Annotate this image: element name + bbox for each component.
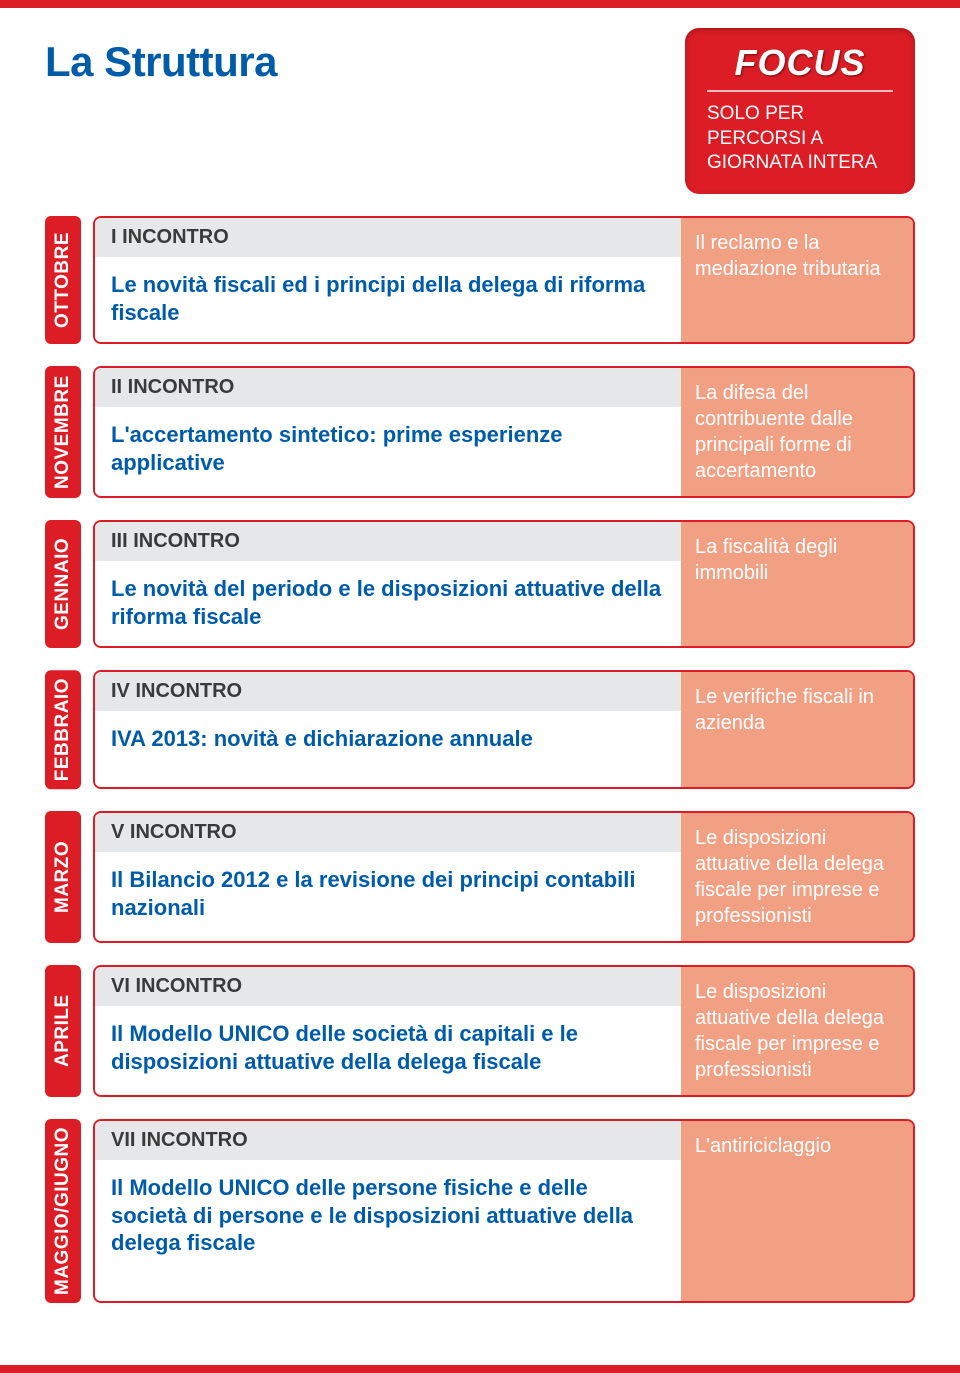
month-tab: MARZO	[45, 811, 81, 943]
focus-subtitle: SOLO PER PERCORSI A GIORNATA INTERA	[707, 102, 893, 176]
incontro-main: I INCONTROLe novità fiscali ed i princip…	[95, 218, 681, 342]
page-container: La Struttura FOCUS SOLO PER PERCORSI A G…	[0, 0, 960, 1373]
focus-cell: La fiscalità degli immobili	[681, 522, 913, 646]
incontro-topic: Le novità fiscali ed i principi della de…	[95, 257, 681, 342]
month-tab: OTTOBRE	[45, 216, 81, 344]
schedule-row: FEBBRAIO IV INCONTROIVA 2013: novità e di…	[45, 670, 915, 789]
schedule-row: OTTOBRE I INCONTROLe novità fiscali ed i …	[45, 216, 915, 344]
incontro-number: I INCONTRO	[95, 218, 681, 257]
incontro-topic: IVA 2013: novità e dichiarazione annuale	[95, 711, 681, 769]
focus-cell: La difesa del contribuente dalle princip…	[681, 368, 913, 496]
focus-cell: Il reclamo e la mediazione tributaria	[681, 218, 913, 342]
incontro-number: II INCONTRO	[95, 368, 681, 407]
month-tab: APRILE	[45, 965, 81, 1097]
incontro-main: III INCONTROLe novità del periodo e le d…	[95, 522, 681, 646]
schedule-row: NOVEMBRE II INCONTROL'accertamento sintet…	[45, 366, 915, 498]
incontro-main: VII INCONTROIl Modello UNICO delle perso…	[95, 1121, 681, 1301]
month-tab: MAGGIO/GIUGNO	[45, 1119, 81, 1303]
focus-heading: FOCUS	[707, 42, 893, 92]
schedule-row: MARZO V INCONTROIl Bilancio 2012 e la rev…	[45, 811, 915, 943]
month-tab: FEBBRAIO	[45, 670, 81, 789]
incontro-main: V INCONTROIl Bilancio 2012 e la revision…	[95, 813, 681, 941]
incontro-box: III INCONTROLe novità del periodo e le d…	[93, 520, 915, 648]
incontro-box: VI INCONTROIl Modello UNICO delle societ…	[93, 965, 915, 1097]
incontro-number: VII INCONTRO	[95, 1121, 681, 1160]
incontro-main: VI INCONTROIl Modello UNICO delle societ…	[95, 967, 681, 1095]
focus-cell: Le disposizioni attuative della delega f…	[681, 813, 913, 941]
incontro-box: I INCONTROLe novità fiscali ed i princip…	[93, 216, 915, 344]
incontro-main: II INCONTROL'accertamento sintetico: pri…	[95, 368, 681, 496]
incontro-box: II INCONTROL'accertamento sintetico: pri…	[93, 366, 915, 498]
page-title: La Struttura	[45, 38, 277, 86]
incontro-number: IV INCONTRO	[95, 672, 681, 711]
incontro-number: VI INCONTRO	[95, 967, 681, 1006]
schedule-rows: OTTOBRE I INCONTROLe novità fiscali ed i …	[45, 216, 915, 1303]
schedule-row: MAGGIO/GIUGNO VII INCONTROIl Modello UNIC…	[45, 1119, 915, 1303]
focus-box: FOCUS SOLO PER PERCORSI A GIORNATA INTER…	[685, 28, 915, 194]
month-tab: GENNAIO	[45, 520, 81, 648]
incontro-number: III INCONTRO	[95, 522, 681, 561]
schedule-row: GENNAIO III INCONTROLe novità del periodo…	[45, 520, 915, 648]
focus-cell: Le verifiche fiscali in azienda	[681, 672, 913, 787]
incontro-box: V INCONTROIl Bilancio 2012 e la revision…	[93, 811, 915, 943]
focus-cell: Le disposizioni attuative della delega f…	[681, 967, 913, 1095]
incontro-box: VII INCONTROIl Modello UNICO delle perso…	[93, 1119, 915, 1303]
incontro-topic: Il Bilancio 2012 e la revisione dei prin…	[95, 852, 681, 937]
incontro-topic: Le novità del periodo e le disposizioni …	[95, 561, 681, 646]
incontro-topic: Il Modello UNICO delle società di capita…	[95, 1006, 681, 1091]
focus-cell: L'antiriciclaggio	[681, 1121, 913, 1301]
incontro-topic: Il Modello UNICO delle persone fisiche e…	[95, 1160, 681, 1273]
incontro-topic: L'accertamento sintetico: prime esperien…	[95, 407, 681, 492]
schedule-row: APRILE VI INCONTROIl Modello UNICO delle …	[45, 965, 915, 1097]
month-tab: NOVEMBRE	[45, 366, 81, 498]
incontro-box: IV INCONTROIVA 2013: novità e dichiarazi…	[93, 670, 915, 789]
incontro-number: V INCONTRO	[95, 813, 681, 852]
incontro-main: IV INCONTROIVA 2013: novità e dichiarazi…	[95, 672, 681, 787]
